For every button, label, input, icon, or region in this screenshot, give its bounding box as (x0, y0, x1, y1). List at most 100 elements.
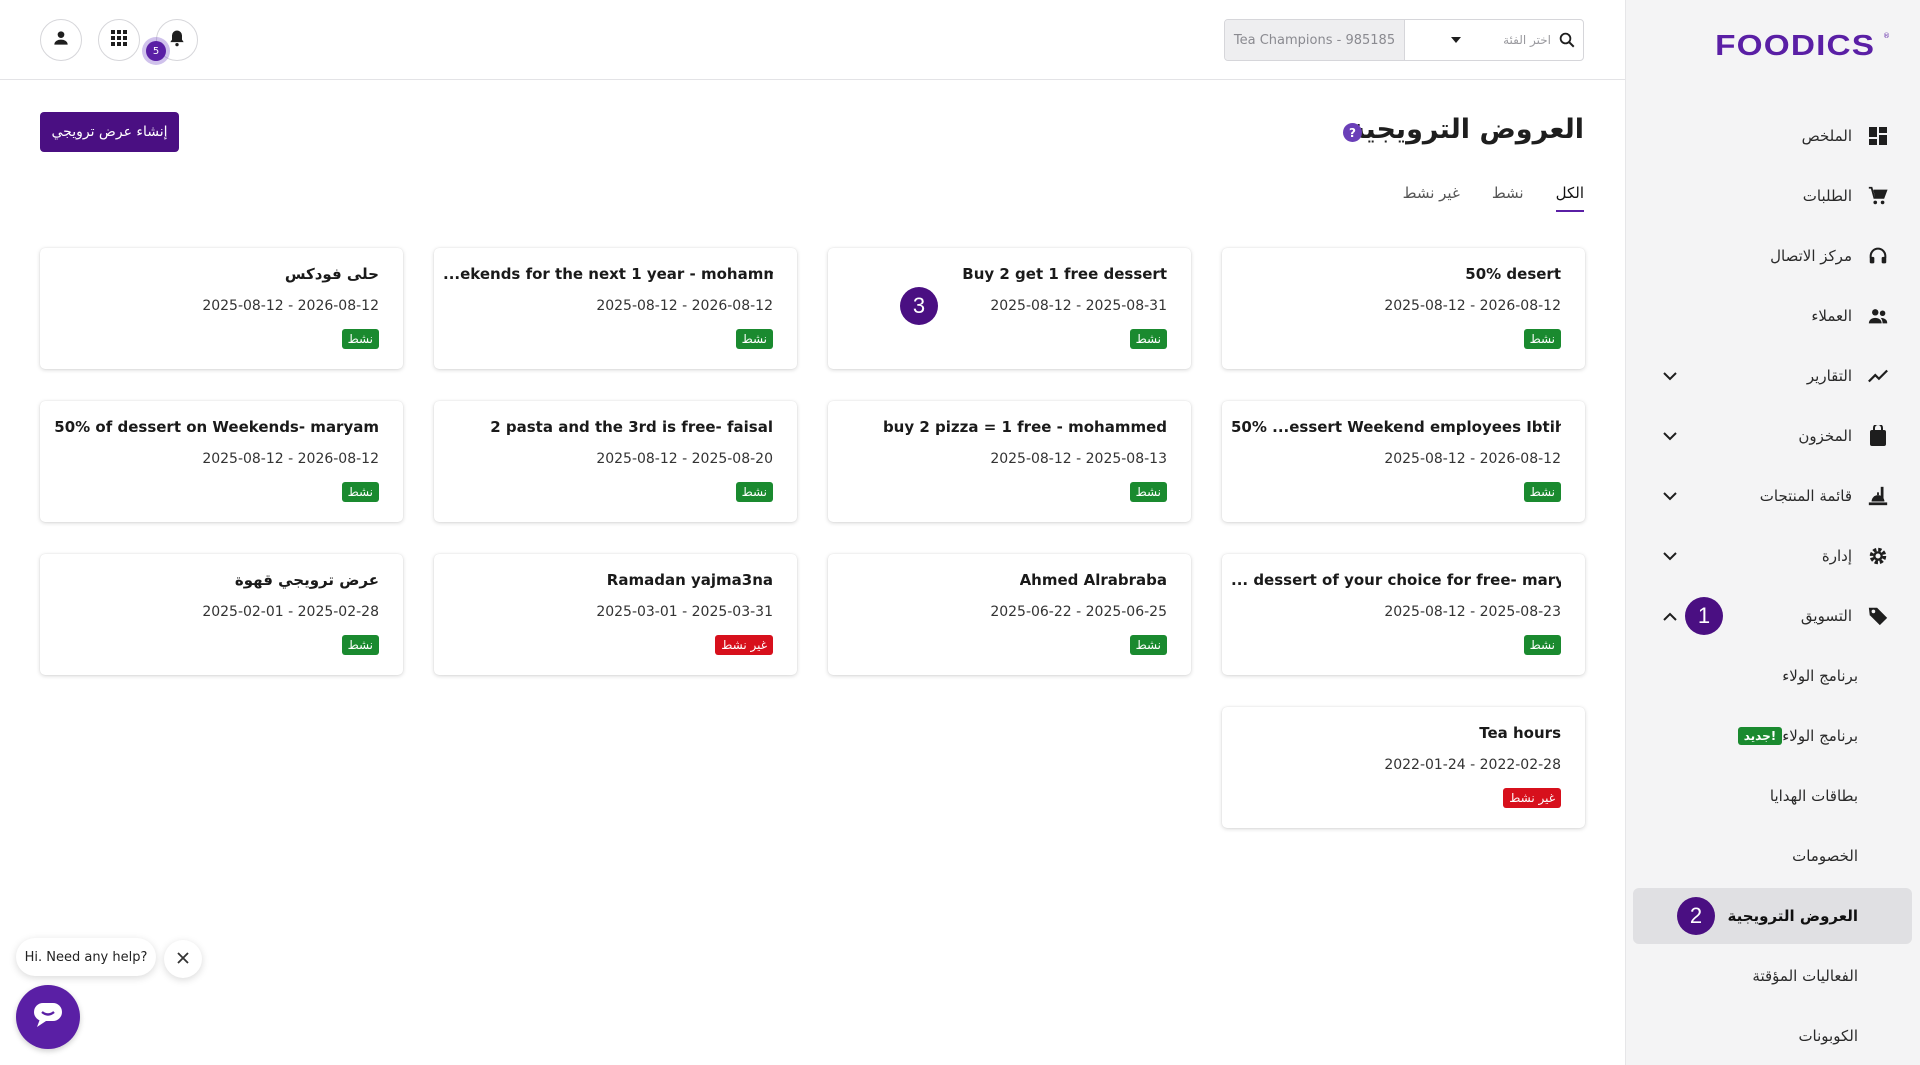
cart-icon (1866, 184, 1890, 208)
promotion-card[interactable]: 50% of dessert on Weekends- maryam 2025-… (40, 401, 403, 522)
filter-tabs: الكل نشط غير نشط (1403, 184, 1584, 212)
promotion-dates: 2025-06-22 - 2025-06-25 (990, 604, 1167, 620)
sidebar-item-inventory[interactable]: المخزون (1625, 406, 1920, 466)
sidebar-item-manage[interactable]: إدارة (1625, 526, 1920, 586)
promotion-card[interactable]: ...ekends for the next 1 year - mohammed… (434, 248, 797, 369)
chevron-down-icon (1661, 487, 1679, 505)
sidebar-item-orders[interactable]: الطلبات (1625, 166, 1920, 226)
promotion-dates: 2025-02-01 - 2025-02-28 (202, 604, 379, 620)
promotion-title: ...ekends for the next 1 year - mohammed (443, 265, 773, 283)
tab-active[interactable]: نشط (1491, 184, 1524, 202)
step-marker-1: 1 (1685, 597, 1723, 635)
profile-button[interactable] (40, 19, 82, 61)
promotion-card[interactable]: Buy 2 get 1 free dessert 2025-08-12 - 20… (828, 248, 1191, 369)
promotion-dates: 2025-08-12 - 2026-08-12 (202, 298, 379, 314)
promotion-card[interactable]: 50% desert 2025-08-12 - 2026-08-12 نشط (1222, 248, 1585, 369)
profile-icon (51, 28, 71, 52)
tab-all[interactable]: الكل (1555, 184, 1584, 212)
sidebar-item-menu[interactable]: قائمة المنتجات (1625, 466, 1920, 526)
promotion-title: 50% of dessert on Weekends- maryam (54, 418, 379, 436)
chevron-down-icon (1661, 547, 1679, 565)
promotion-title: ... dessert of your choice for free- mar… (1231, 571, 1561, 589)
sidebar-item-reports[interactable]: التقارير (1625, 346, 1920, 406)
help-chat-bubble[interactable]: Hi. Need any help? (16, 938, 156, 976)
status-badge: غير نشط (715, 635, 773, 655)
caret-down-icon[interactable] (1439, 20, 1473, 60)
sidebar-item-customers[interactable]: العملاء (1625, 286, 1920, 346)
status-badge: نشط (1523, 635, 1561, 655)
page-title: العروض الترويجية (1349, 114, 1584, 145)
customers-icon (1866, 304, 1890, 328)
chat-icon (33, 1002, 63, 1032)
sidebar-item-timed-events[interactable]: الفعاليات المؤقتة (1752, 967, 1858, 985)
sidebar-item-discounts[interactable]: الخصومات (1792, 847, 1858, 865)
step-marker-3: 3 (900, 287, 938, 325)
promotion-card[interactable]: حلى فودكس 2025-08-12 - 2026-08-12 نشط (40, 248, 403, 369)
sidebar-item-marketing[interactable]: التسويق 1 (1625, 586, 1920, 646)
bell-icon (167, 28, 187, 52)
apps-grid-icon (110, 29, 128, 51)
close-icon (176, 950, 190, 969)
promotion-dates: 2025-08-12 - 2026-08-12 (202, 451, 379, 467)
promotion-title: Ramadan yajma3na (606, 571, 773, 589)
status-badge: نشط (1523, 482, 1561, 502)
sidebar-item-loyalty-new[interactable]: برنامج الولاء جديد! (1625, 706, 1920, 766)
chevron-down-icon (1661, 427, 1679, 445)
promotion-dates: 2025-08-12 - 2026-08-12 (1384, 298, 1561, 314)
top-bar: 5 اختر الفئة Tea Champions - 985185 (0, 0, 1625, 80)
promotion-card[interactable]: عرض ترويجي قهوة 2025-02-01 - 2025-02-28 … (40, 554, 403, 675)
create-promotion-button[interactable]: إنشاء عرض ترويجي (40, 112, 179, 152)
status-badge: نشط (1129, 635, 1167, 655)
chat-launcher-button[interactable] (16, 985, 80, 1049)
headset-icon (1866, 244, 1890, 268)
status-badge: نشط (735, 482, 773, 502)
promotion-title: Ahmed Alrabraba (1019, 571, 1167, 589)
promotion-title: 2 pasta and the 3rd is free- faisal (490, 418, 773, 436)
sidebar-item-call-center[interactable]: مركز الاتصال (1625, 226, 1920, 286)
promotion-dates: 2025-08-12 - 2025-08-23 (1384, 604, 1561, 620)
apps-button[interactable] (98, 19, 140, 61)
step-marker-2: 2 (1677, 897, 1715, 935)
promotion-card[interactable]: 50% ...essert Weekend employees Ibtihal … (1222, 401, 1585, 522)
promotion-card[interactable]: ... dessert of your choice for free- mar… (1222, 554, 1585, 675)
sidebar-item-dashboard[interactable]: الملخص (1625, 106, 1920, 166)
promotion-dates: 2025-03-01 - 2025-03-31 (596, 604, 773, 620)
promotion-title: حلى فودكس (284, 265, 379, 283)
promotion-card[interactable]: buy 2 pizza = 1 free - mohammed 2025-08-… (828, 401, 1191, 522)
search-icon (1551, 20, 1583, 60)
help-icon[interactable]: ? (1343, 123, 1362, 142)
selected-branch-chip[interactable]: Tea Champions - 985185 (1225, 20, 1405, 60)
notification-count-badge: 5 (146, 41, 166, 61)
promotion-dates: 2022-01-24 - 2022-02-28 (1384, 757, 1561, 773)
chevron-down-icon (1661, 367, 1679, 385)
sidebar-item-coupons[interactable]: الكوبونات (1798, 1027, 1858, 1045)
promotion-title: 50% desert (1465, 265, 1561, 283)
promotion-dates: 2025-08-12 - 2026-08-12 (1384, 451, 1561, 467)
dashboard-icon (1866, 124, 1890, 148)
sidebar-item-loyalty[interactable]: برنامج الولاء (1782, 667, 1858, 685)
promotion-card[interactable]: Ramadan yajma3na 2025-03-01 - 2025-03-31… (434, 554, 797, 675)
branch-selector[interactable]: اختر الفئة Tea Champions - 985185 (1224, 19, 1584, 61)
tag-icon (1866, 604, 1890, 628)
promotion-title: عرض ترويجي قهوة (234, 571, 379, 589)
sidebar-item-gift-cards[interactable]: بطاقات الهدايا (1769, 787, 1858, 805)
status-badge: نشط (735, 329, 773, 349)
promotion-card[interactable]: Tea hours 2022-01-24 - 2022-02-28 غير نش… (1222, 707, 1585, 828)
promotion-dates: 2025-08-12 - 2026-08-12 (596, 298, 773, 314)
sidebar: FOODICS ® الملخص الطلبات مركز الاتصال (1625, 0, 1920, 1065)
promotion-card[interactable]: Ahmed Alrabraba 2025-06-22 - 2025-06-25 … (828, 554, 1191, 675)
chevron-up-icon (1661, 607, 1679, 625)
status-badge: نشط (1129, 329, 1167, 349)
status-badge: نشط (341, 635, 379, 655)
promotion-dates: 2025-08-12 - 2025-08-20 (596, 451, 773, 467)
inventory-icon (1866, 424, 1890, 448)
promotion-title: buy 2 pizza = 1 free - mohammed (882, 418, 1167, 436)
tab-inactive[interactable]: غير نشط (1402, 184, 1460, 202)
foodics-logo[interactable]: FOODICS ® (1715, 30, 1890, 62)
branch-placeholder: اختر الفئة (1503, 33, 1551, 47)
promotion-card[interactable]: 2 pasta and the 3rd is free- faisal 2025… (434, 401, 797, 522)
status-badge: نشط (1523, 329, 1561, 349)
close-help-button[interactable] (164, 940, 202, 978)
sidebar-item-promotions[interactable]: العروض الترويجية 2 (1633, 888, 1912, 944)
promotion-title: Tea hours (1479, 724, 1561, 742)
